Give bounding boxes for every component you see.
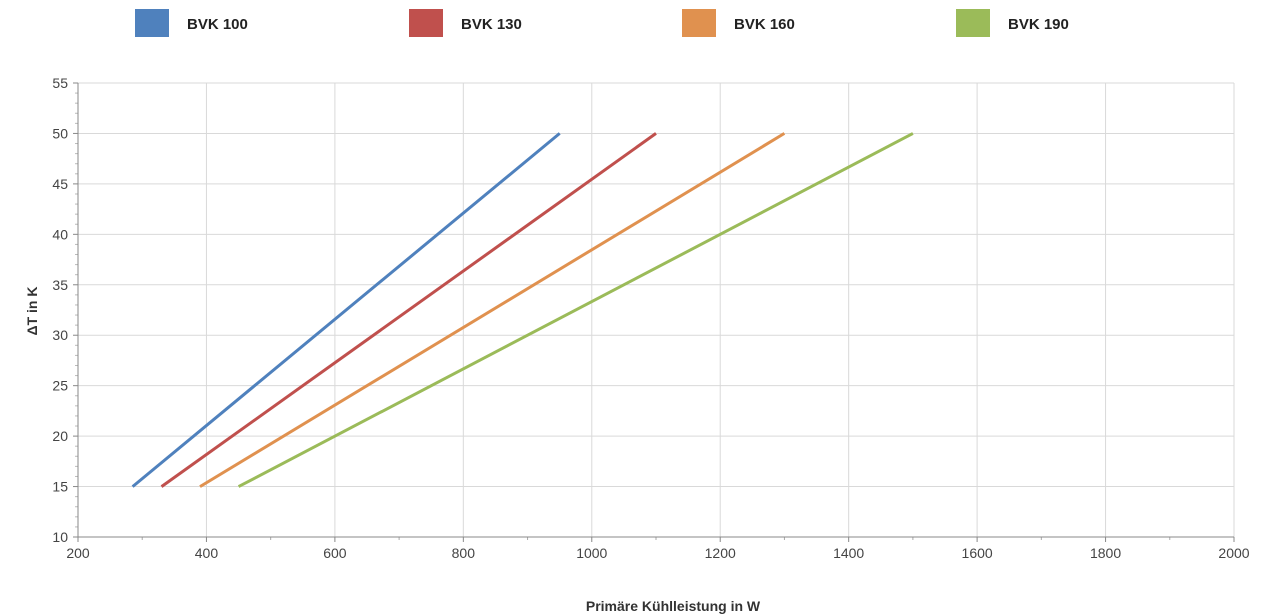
y-tick-label: 10 bbox=[52, 529, 68, 545]
y-axis-title: ΔT in K bbox=[24, 287, 40, 336]
series-line-bvk-100 bbox=[131, 132, 561, 488]
legend-swatch-bvk-190 bbox=[956, 9, 990, 37]
x-axis-title: Primäre Kühlleistung in W bbox=[586, 598, 761, 614]
x-tick-label: 1600 bbox=[962, 545, 993, 561]
series-lines bbox=[131, 132, 914, 488]
legend-swatch-bvk-130 bbox=[409, 9, 443, 37]
x-tick-label: 400 bbox=[195, 545, 219, 561]
legend-swatch-bvk-100 bbox=[135, 9, 169, 37]
y-tick-label: 40 bbox=[52, 226, 68, 242]
legend-label-bvk-130: BVK 130 bbox=[461, 16, 522, 33]
y-tick-label: 55 bbox=[52, 75, 68, 91]
x-tick-label: 1400 bbox=[833, 545, 864, 561]
x-tick-label: 200 bbox=[66, 545, 90, 561]
y-tick-label: 25 bbox=[52, 378, 68, 394]
x-tick-label: 1200 bbox=[705, 545, 736, 561]
legend-label-bvk-190: BVK 190 bbox=[1008, 16, 1069, 33]
y-tick-label: 15 bbox=[52, 479, 68, 495]
grid bbox=[78, 82, 1235, 537]
legend: BVK 100 BVK 130 BVK 160 BVK 190 bbox=[135, 9, 1069, 37]
y-tick-label: 20 bbox=[52, 428, 68, 444]
y-tick-label: 50 bbox=[52, 125, 68, 141]
legend-swatch-bvk-160 bbox=[682, 9, 716, 37]
y-tick-label: 30 bbox=[52, 327, 68, 343]
x-tick-label: 600 bbox=[323, 545, 347, 561]
legend-label-bvk-100: BVK 100 bbox=[187, 16, 248, 33]
series-line-bvk-130 bbox=[160, 132, 657, 488]
y-tick-label: 35 bbox=[52, 277, 68, 293]
series-line-bvk-190 bbox=[237, 132, 914, 488]
x-tick-label: 1000 bbox=[576, 545, 607, 561]
axes bbox=[73, 82, 1235, 542]
x-tick-label: 800 bbox=[452, 545, 476, 561]
x-tick-label: 2000 bbox=[1218, 545, 1249, 561]
x-tick-label: 1800 bbox=[1090, 545, 1121, 561]
series-line-bvk-160 bbox=[199, 132, 786, 488]
y-tick-label: 45 bbox=[52, 176, 68, 192]
tick-labels: 200 400 600 800 1000 1200 1400 1600 1800 2000 10 15… bbox=[52, 75, 1249, 561]
legend-label-bvk-160: BVK 160 bbox=[734, 16, 795, 33]
